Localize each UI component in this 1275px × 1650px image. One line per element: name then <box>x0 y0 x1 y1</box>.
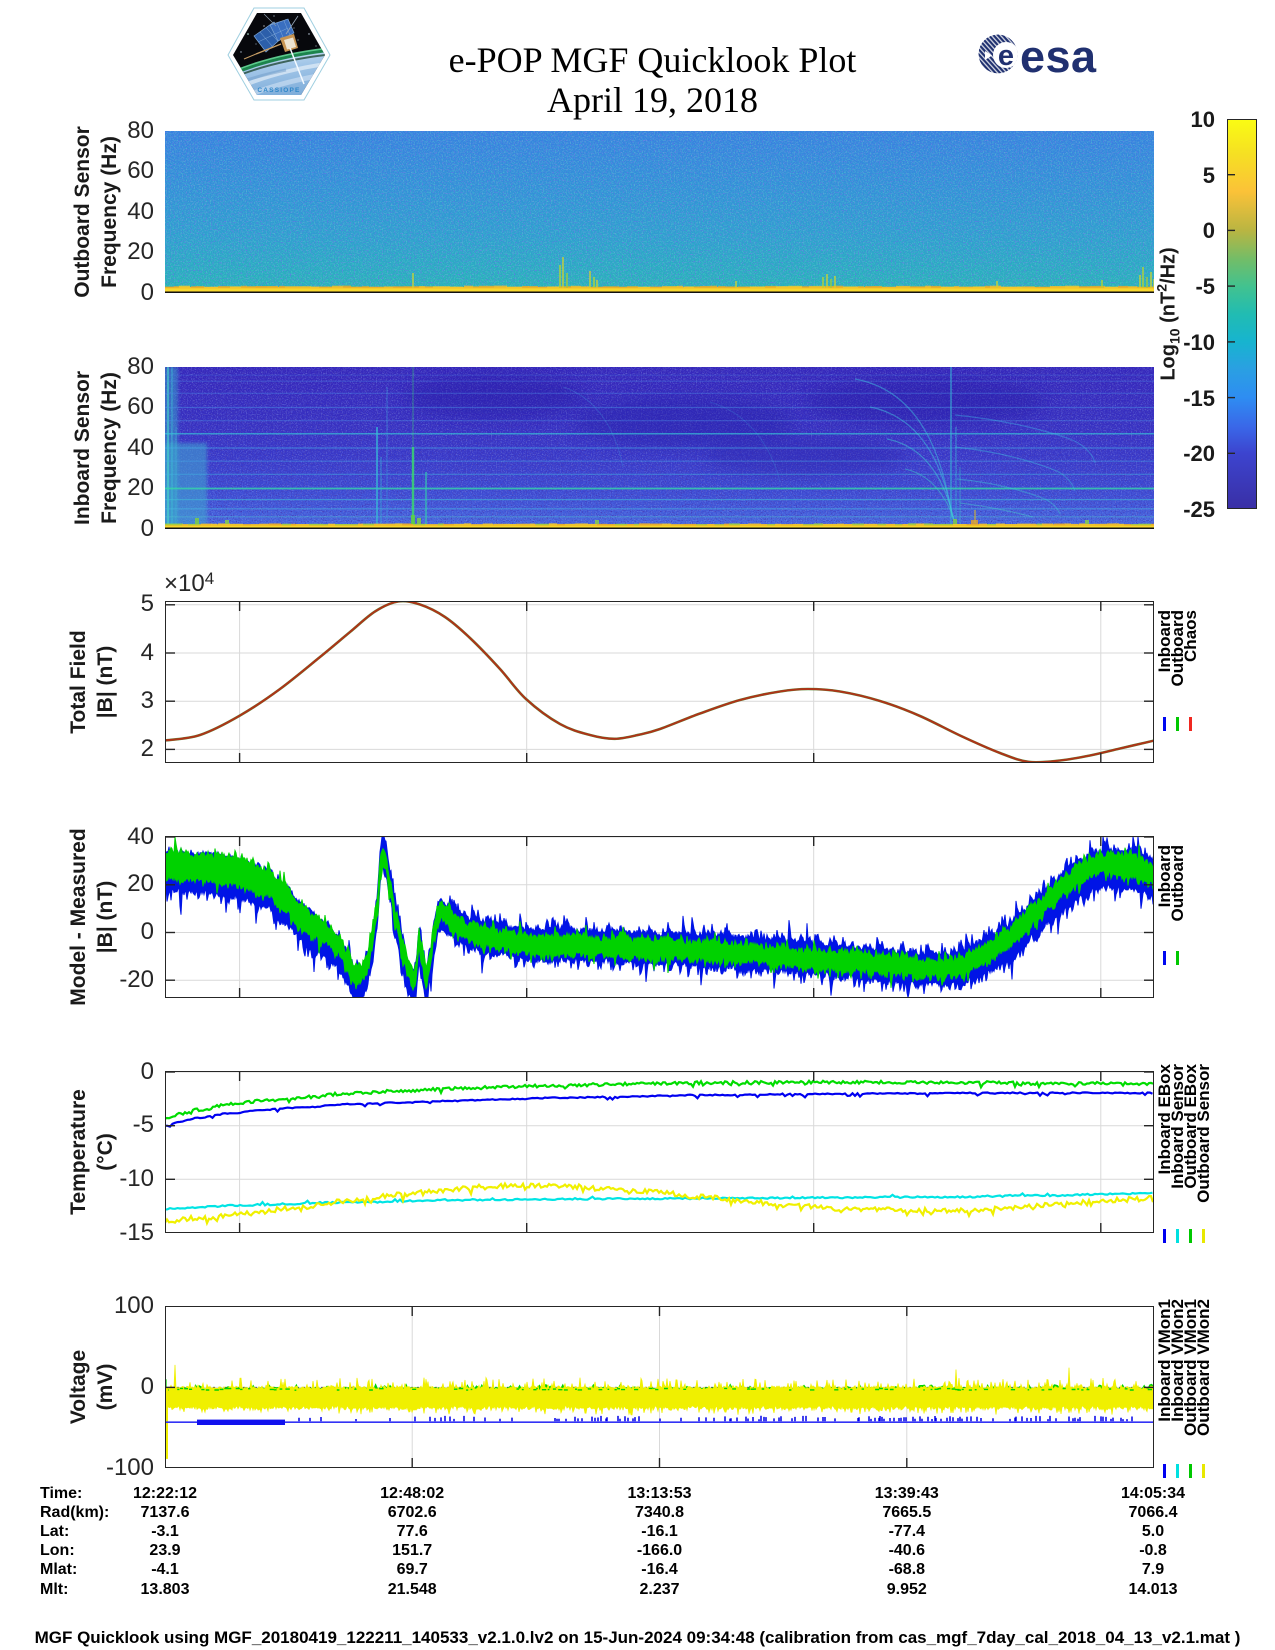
svg-text:e: e <box>998 40 1014 72</box>
svg-text:CASSIOPE: CASSIOPE <box>257 87 300 94</box>
svg-text:esa: esa <box>1020 31 1097 82</box>
